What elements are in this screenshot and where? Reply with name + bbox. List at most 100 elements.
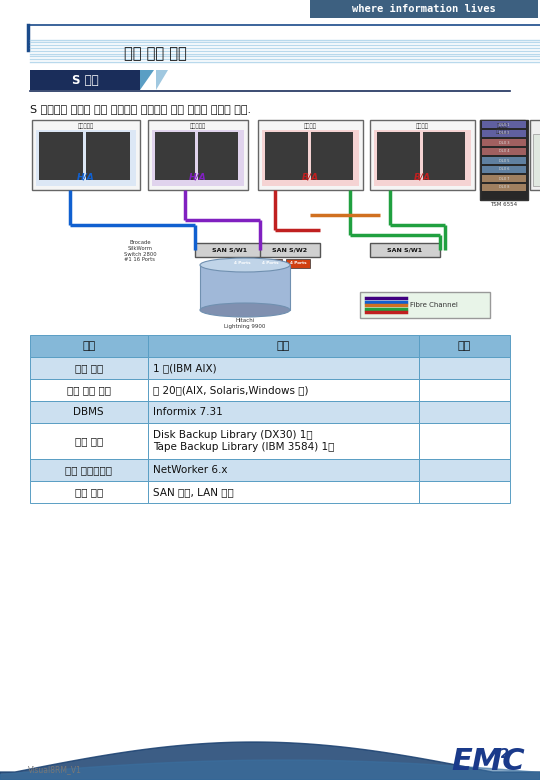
Text: B/A: B/A	[414, 173, 431, 182]
Text: 4 Ports: 4 Ports	[289, 261, 306, 265]
Text: SAN S/W1: SAN S/W1	[387, 247, 423, 253]
FancyBboxPatch shape	[32, 120, 140, 190]
FancyBboxPatch shape	[86, 132, 130, 180]
Text: 4 Ports: 4 Ports	[262, 261, 278, 265]
FancyBboxPatch shape	[286, 259, 310, 268]
FancyBboxPatch shape	[30, 459, 147, 481]
Text: DLX 4: DLX 4	[499, 150, 509, 154]
FancyBboxPatch shape	[30, 70, 140, 90]
FancyBboxPatch shape	[419, 401, 510, 423]
Text: Disk Backup Library (DX30) 1대
Tape Backup Library (IBM 3584) 1대: Disk Backup Library (DX30) 1대 Tape Backu…	[153, 431, 334, 452]
FancyBboxPatch shape	[155, 132, 195, 180]
FancyBboxPatch shape	[422, 132, 465, 180]
Text: 4 Ports: 4 Ports	[234, 261, 251, 265]
FancyBboxPatch shape	[30, 379, 147, 401]
FancyBboxPatch shape	[482, 130, 526, 137]
Text: S 금융: S 금융	[72, 73, 98, 87]
Text: DLX 1: DLX 1	[499, 122, 509, 126]
FancyBboxPatch shape	[370, 243, 440, 257]
Text: EMC: EMC	[451, 747, 525, 777]
FancyBboxPatch shape	[258, 120, 363, 190]
Text: DLX 6: DLX 6	[499, 168, 509, 172]
Text: Hitachi
Lightning 9900: Hitachi Lightning 9900	[224, 318, 266, 329]
Ellipse shape	[200, 303, 290, 317]
Text: 공용서비: 공용서비	[416, 123, 429, 129]
Text: SAN S/W2: SAN S/W2	[273, 247, 308, 253]
Text: 2: 2	[500, 747, 510, 761]
FancyBboxPatch shape	[36, 130, 136, 186]
FancyBboxPatch shape	[310, 132, 353, 180]
FancyBboxPatch shape	[419, 423, 510, 459]
Text: SAN 백업, LAN 백업: SAN 백업, LAN 백업	[153, 487, 233, 497]
FancyBboxPatch shape	[147, 401, 419, 423]
FancyBboxPatch shape	[483, 134, 522, 186]
Polygon shape	[140, 70, 154, 90]
FancyBboxPatch shape	[258, 259, 282, 268]
Text: 백업 장비: 백업 장비	[75, 436, 103, 446]
FancyBboxPatch shape	[533, 134, 540, 186]
Text: H/A: H/A	[77, 173, 95, 182]
FancyBboxPatch shape	[480, 120, 525, 190]
Text: NetWorker 6.x: NetWorker 6.x	[153, 465, 227, 475]
Text: DLX 7: DLX 7	[499, 176, 509, 180]
FancyBboxPatch shape	[482, 121, 526, 128]
FancyBboxPatch shape	[419, 459, 510, 481]
FancyBboxPatch shape	[260, 243, 320, 257]
FancyBboxPatch shape	[147, 459, 419, 481]
FancyBboxPatch shape	[200, 265, 290, 310]
Text: 백업 방식: 백업 방식	[75, 487, 103, 497]
FancyBboxPatch shape	[310, 0, 538, 18]
Text: 1 대(IBM AIX): 1 대(IBM AIX)	[153, 363, 216, 373]
FancyBboxPatch shape	[482, 148, 526, 155]
Text: DLX 3: DLX 3	[499, 140, 509, 144]
Text: Brocade
SilkWorm
Switch 2800
#1 16 Ports: Brocade SilkWorm Switch 2800 #1 16 Ports	[124, 240, 156, 262]
FancyBboxPatch shape	[30, 335, 147, 357]
FancyBboxPatch shape	[370, 120, 475, 190]
Text: where information lives: where information lives	[352, 4, 496, 14]
Text: TSM 6554: TSM 6554	[490, 202, 517, 207]
FancyBboxPatch shape	[374, 130, 471, 186]
FancyBboxPatch shape	[195, 243, 265, 257]
FancyBboxPatch shape	[147, 481, 419, 503]
Text: 구분: 구분	[82, 341, 96, 351]
Text: H/A: H/A	[189, 173, 207, 182]
FancyBboxPatch shape	[152, 130, 244, 186]
Text: DLX 5: DLX 5	[499, 158, 509, 162]
Text: DBMS: DBMS	[73, 407, 104, 417]
Text: 공용서비: 공용서비	[304, 123, 317, 129]
Text: 내역: 내역	[276, 341, 290, 351]
FancyBboxPatch shape	[30, 423, 147, 459]
Text: 약 20대(AIX, Solaris,Windows 등): 약 20대(AIX, Solaris,Windows 등)	[153, 385, 308, 395]
FancyBboxPatch shape	[230, 259, 254, 268]
FancyBboxPatch shape	[360, 292, 490, 318]
FancyBboxPatch shape	[147, 335, 419, 357]
FancyBboxPatch shape	[265, 132, 307, 180]
FancyBboxPatch shape	[419, 481, 510, 503]
Text: 저장계시비: 저장계시비	[190, 123, 206, 129]
Text: 국내 구축 사례: 국내 구축 사례	[124, 47, 186, 62]
FancyBboxPatch shape	[482, 166, 526, 173]
FancyBboxPatch shape	[419, 379, 510, 401]
FancyBboxPatch shape	[482, 184, 526, 191]
FancyBboxPatch shape	[419, 357, 510, 379]
FancyBboxPatch shape	[377, 132, 420, 180]
FancyBboxPatch shape	[30, 481, 147, 503]
FancyBboxPatch shape	[198, 132, 238, 180]
Text: 백업 서버: 백업 서버	[75, 363, 103, 373]
Polygon shape	[156, 70, 168, 90]
FancyBboxPatch shape	[39, 132, 83, 180]
FancyBboxPatch shape	[30, 42, 260, 66]
Text: Informix 7.31: Informix 7.31	[153, 407, 222, 417]
FancyBboxPatch shape	[530, 120, 540, 190]
FancyBboxPatch shape	[30, 401, 147, 423]
Text: 저장계시비: 저장계시비	[78, 123, 94, 129]
Text: Fibre Channel: Fibre Channel	[410, 302, 458, 308]
Text: SAN S/W1: SAN S/W1	[212, 247, 247, 253]
Ellipse shape	[200, 258, 290, 272]
Text: 백업 대상 서버: 백업 대상 서버	[67, 385, 111, 395]
FancyBboxPatch shape	[30, 357, 147, 379]
FancyBboxPatch shape	[480, 120, 528, 200]
FancyBboxPatch shape	[147, 357, 419, 379]
FancyBboxPatch shape	[482, 157, 526, 164]
FancyBboxPatch shape	[482, 139, 526, 146]
